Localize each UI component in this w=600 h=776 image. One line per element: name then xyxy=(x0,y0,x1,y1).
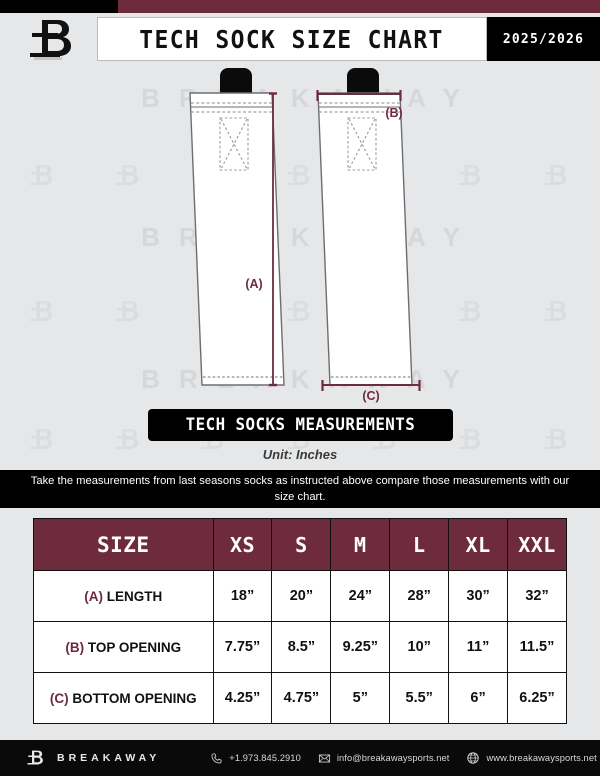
top-opening-measure-label: (B) xyxy=(385,106,402,120)
footer-brand-name: BREAKAWAY xyxy=(57,752,161,764)
cell-value: 5” xyxy=(330,672,391,724)
footer-phone-text: +1.973.845.2910 xyxy=(229,753,301,763)
table-header-m: M xyxy=(330,518,391,571)
envelope-icon xyxy=(318,754,330,762)
cell-value: 11” xyxy=(448,621,509,673)
page-header: TECH SOCK SIZE CHART 2025/2026 xyxy=(0,13,600,67)
measurements-banner-title: TECH SOCKS MEASUREMENTS xyxy=(185,415,416,435)
table-header-row: SIZE XS S M L XL XXL xyxy=(33,518,567,571)
page-title-box: TECH SOCK SIZE CHART xyxy=(97,17,487,61)
size-table-head: SIZE XS S M L XL XXL xyxy=(33,518,567,571)
table-row: (B) TOP OPENING 7.75” 8.5” 9.25” 10” 11” 11.5” xyxy=(33,621,567,673)
cell-value: 32” xyxy=(507,570,567,622)
cell-value: 4.25” xyxy=(212,672,273,724)
footer-email[interactable]: info@breakawaysports.net xyxy=(318,752,450,765)
page-footer: BREAKAWAY +1.973.845.2910 info@breakaway… xyxy=(0,740,600,776)
footer-logo-group: BREAKAWAY xyxy=(26,749,160,768)
right-sock-diagram xyxy=(316,68,421,391)
footer-phone[interactable]: +1.973.845.2910 xyxy=(210,752,301,765)
row-label-text: LENGTH xyxy=(103,588,163,604)
sock-diagram-area: (A) (B) (C) xyxy=(0,60,600,405)
cell-value: 24” xyxy=(330,570,391,622)
page-title: TECH SOCK SIZE CHART xyxy=(139,24,445,54)
table-row: (C) BOTTOM OPENING 4.25” 4.75” 5” 5.5” 6” 6.25… xyxy=(33,672,567,724)
cell-value: 5.5” xyxy=(389,672,450,724)
bottom-opening-measure-label: (C) xyxy=(362,389,379,403)
top-accent-bar-black xyxy=(0,0,118,13)
cell-value: 9.25” xyxy=(330,621,391,673)
table-header-size: SIZE xyxy=(33,518,214,571)
table-header-s: S xyxy=(271,518,332,571)
globe-icon xyxy=(467,752,480,764)
footer-contact-group: +1.973.845.2910 info@breakawaysports.net… xyxy=(210,751,597,765)
size-table: SIZE XS S M L XL XXL (A) LENGTH 18” 20” 24” 28” 30”… xyxy=(33,518,567,724)
row-label-a: (A) LENGTH xyxy=(33,570,214,622)
cell-value: 8.5” xyxy=(271,621,332,673)
cell-value: 18” xyxy=(212,570,273,622)
season-year-label: 2025/2026 xyxy=(502,31,585,47)
size-table-wrapper: SIZE XS S M L XL XXL (A) LENGTH 18” 20” 24” 28” 30”… xyxy=(33,518,567,724)
instruction-text: Take the measurements from last seasons … xyxy=(30,474,570,503)
cell-value: 6” xyxy=(448,672,509,724)
measurements-banner: TECH SOCKS MEASUREMENTS xyxy=(148,409,453,441)
table-row: (A) LENGTH 18” 20” 24” 28” 30” 32” xyxy=(33,570,567,622)
table-header-l: L xyxy=(389,518,450,571)
phone-icon xyxy=(211,752,222,763)
instruction-strip: Take the measurements from last seasons … xyxy=(0,470,600,508)
cell-value: 30” xyxy=(448,570,509,622)
footer-website-text: www.breakawaysports.net xyxy=(486,753,597,763)
footer-website[interactable]: www.breakawaysports.net xyxy=(466,751,597,765)
cell-value: 7.75” xyxy=(212,621,273,673)
table-header-xs: XS xyxy=(212,518,273,571)
row-tag: (C) xyxy=(49,690,69,706)
row-tag: (B) xyxy=(65,639,85,655)
breakaway-b-logo-icon xyxy=(26,16,82,66)
row-label-b: (B) TOP OPENING xyxy=(33,621,214,673)
unit-label: Unit: Inches xyxy=(262,447,338,462)
table-header-xxl: XXL xyxy=(507,518,567,571)
cell-value: 20” xyxy=(271,570,332,622)
row-label-text: TOP OPENING xyxy=(84,639,182,655)
footer-email-text: info@breakawaysports.net xyxy=(336,753,450,763)
cell-value: 28” xyxy=(389,570,450,622)
cell-value: 4.75” xyxy=(271,672,332,724)
cell-value: 11.5” xyxy=(507,621,567,673)
table-header-xl: XL xyxy=(448,518,509,571)
left-sock-diagram xyxy=(189,68,285,387)
top-accent-bar xyxy=(0,0,600,13)
cell-value: 6.25” xyxy=(507,672,567,724)
size-table-body: (A) LENGTH 18” 20” 24” 28” 30” 32” (B) TOP OPEN… xyxy=(33,570,567,724)
row-label-text: BOTTOM OPENING xyxy=(68,690,197,706)
season-year-badge: 2025/2026 xyxy=(487,17,600,61)
row-tag: (A) xyxy=(84,588,104,604)
breakaway-b-logo-icon xyxy=(27,750,43,764)
cell-value: 10” xyxy=(389,621,450,673)
row-label-c: (C) BOTTOM OPENING xyxy=(33,672,214,724)
length-measure-label: (A) xyxy=(245,277,262,291)
